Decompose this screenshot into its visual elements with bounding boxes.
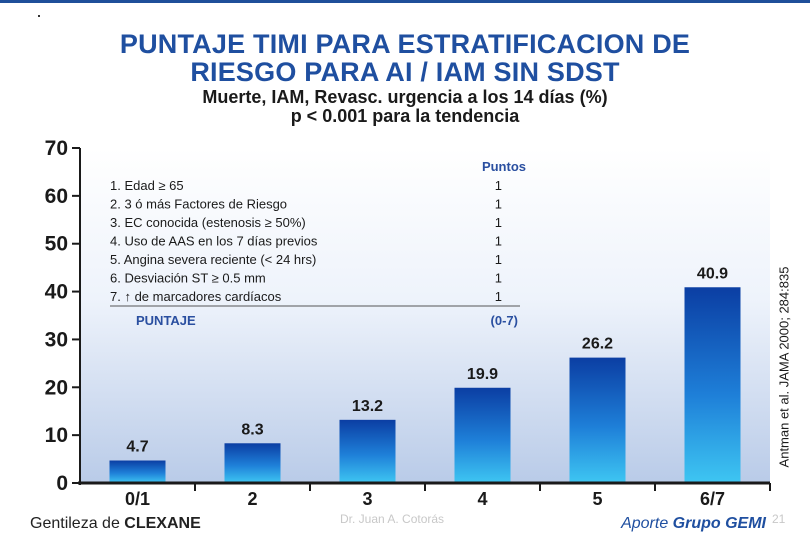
legend-item-points: 1 xyxy=(495,215,502,230)
bar-value-label: 19.9 xyxy=(467,366,498,383)
legend-item-points: 1 xyxy=(495,271,502,286)
y-tick-label: 50 xyxy=(45,233,68,256)
legend-item-label: 7. ↑ de marcadores cardíacos xyxy=(110,289,282,304)
legend-item-points: 1 xyxy=(495,289,502,304)
x-tick-label: 6/7 xyxy=(700,489,725,509)
bar-chart: 0 10 20 30 40 50 60 70 4.7 8.3 13.2 19.9 26.2 40.9 0… xyxy=(45,137,771,509)
bar-3 xyxy=(339,419,396,483)
legend-item-label: 6. Desviación ST ≥ 0.5 mm xyxy=(110,271,266,286)
y-tick-label: 20 xyxy=(45,376,68,399)
legend-item-label: 5. Angina severa reciente (< 24 hrs) xyxy=(110,252,316,267)
y-tick-label: 10 xyxy=(45,424,68,447)
bar-value-label: 40.9 xyxy=(697,265,728,282)
bar-5 xyxy=(569,357,626,483)
legend-item-points: 1 xyxy=(495,252,502,267)
y-tick-label: 40 xyxy=(45,281,68,304)
courtesy-credit: Gentileza de CLEXANE xyxy=(30,515,201,533)
legend-total-label: PUNTAJE xyxy=(136,313,196,328)
legend-total-range: (0-7) xyxy=(491,313,518,328)
y-axis-ticks: 0 10 20 30 40 50 60 70 xyxy=(45,137,80,495)
bar-2 xyxy=(224,443,281,483)
courtesy-prefix: Gentileza de xyxy=(30,515,125,532)
bar-6-7 xyxy=(684,287,741,483)
legend-item-label: 2. 3 ó más Factores de Riesgo xyxy=(110,197,287,212)
chart-title-line-1: PUNTAJE TIMI PARA ESTRATIFICACION DE xyxy=(119,29,691,59)
y-tick-label: 30 xyxy=(45,328,68,351)
y-tick-label: 70 xyxy=(45,137,68,160)
legend-item-points: 1 xyxy=(495,234,502,249)
bar-value-label: 8.3 xyxy=(241,421,263,438)
legend-item-label: 4. Uso de AAS en los 7 días previos xyxy=(110,234,318,249)
y-tick-label: 60 xyxy=(45,185,68,208)
bars: 4.7 8.3 13.2 19.9 26.2 40.9 xyxy=(109,265,741,483)
bar-4 xyxy=(454,387,511,483)
bar-value-label: 13.2 xyxy=(352,398,383,415)
citation: Antman et al. JAMA 2000; 284:835 xyxy=(776,266,792,468)
x-tick-label: 4 xyxy=(477,489,487,509)
chart-subtitle-line-2: p < 0.001 para la tendencia xyxy=(290,106,520,126)
legend-item-points: 1 xyxy=(495,178,502,193)
bar-value-label: 26.2 xyxy=(582,336,613,353)
bar-0-1 xyxy=(109,460,166,483)
x-axis-labels: 0/1 2 3 4 5 6/7 xyxy=(125,483,771,509)
legend-header: Puntos xyxy=(482,159,526,174)
x-tick-label: 5 xyxy=(592,489,602,509)
points-legend-table: Puntos 1. Edad ≥ 65 1 2. 3 ó más Factores … xyxy=(110,159,526,328)
chart-title-line-2: RIESGO PARA AI / IAM SIN SDST xyxy=(190,57,620,87)
contribution-prefix: Aporte xyxy=(621,515,673,532)
contribution-credit: Aporte Grupo GEMI xyxy=(621,515,766,533)
courtesy-brand: CLEXANE xyxy=(124,515,201,532)
bar-value-label: 4.7 xyxy=(126,439,148,456)
top-rule xyxy=(0,0,810,3)
watermark-text: Dr. Juan A. Cotorás xyxy=(340,512,445,526)
corner-dot xyxy=(38,15,40,17)
legend-item-label: 1. Edad ≥ 65 xyxy=(110,178,184,193)
legend-item-points: 1 xyxy=(495,197,502,212)
y-tick-label: 0 xyxy=(56,472,68,495)
contribution-brand: Grupo GEMI xyxy=(672,515,766,532)
page-number: 21 xyxy=(772,512,786,526)
legend-item-label: 3. EC conocida (estenosis ≥ 50%) xyxy=(110,215,306,230)
chart-subtitle-line-1: Muerte, IAM, Revasc. urgencia a los 14 d… xyxy=(202,87,608,107)
x-tick-label: 2 xyxy=(247,489,257,509)
plot-background xyxy=(80,148,770,483)
x-tick-label: 3 xyxy=(362,489,372,509)
x-tick-label: 0/1 xyxy=(125,489,150,509)
